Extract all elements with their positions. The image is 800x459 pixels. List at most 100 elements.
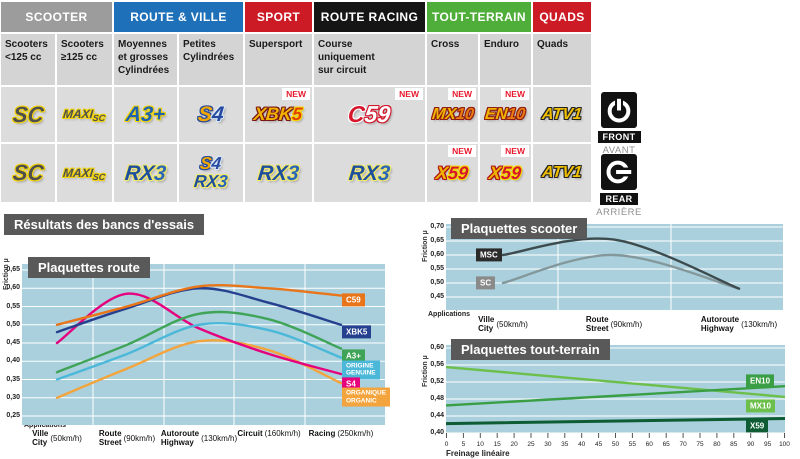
logo-rx3: RX3 [193, 171, 229, 191]
y-tick-label: 0,56 [430, 361, 444, 368]
legend-chip-X59: X59 [746, 418, 769, 433]
rear-brake-disc-icon [601, 154, 637, 190]
logo-mx10: MX10 [431, 106, 475, 123]
logo-rx3: RX3 [124, 161, 168, 185]
x-tick-label: 10 [476, 441, 484, 448]
logo-part: RX [256, 161, 289, 185]
series-line-SC [501, 253, 741, 290]
subheader-cell: Moyennes et grosses Cylindrées [114, 34, 177, 85]
x-tick-label: 30 [544, 441, 552, 448]
logo-group: ATV1 [541, 164, 583, 181]
logo-part: 5 [291, 104, 304, 124]
product-cell-front: SC [1, 87, 55, 142]
section-title: Résultats des bancs d'essais [4, 214, 205, 235]
x-axis-prefix: Applications [428, 311, 471, 318]
x-label-speed: (50km/h) [496, 319, 528, 329]
logo-atv1: ATV1 [541, 164, 583, 181]
legend-chip-label: MX10 [750, 401, 771, 411]
x-label-speed: (130km/h) [201, 433, 238, 443]
logo-maxisc: MAXISC [62, 165, 106, 182]
logo-part: MAXI [62, 107, 95, 121]
logo-part: 3 [377, 161, 392, 185]
x-label-main: Racing [308, 429, 336, 438]
series-line-ORGANIQUE / ORGANIC [55, 339, 343, 399]
legend-chip-MSC: MSC [476, 248, 502, 262]
logo-en10: EN10 [484, 105, 527, 123]
x-label-main: Autoroute [700, 315, 740, 324]
logo-part: EN [484, 105, 509, 123]
logo-group: X59 [435, 163, 469, 183]
logo-part: 59 [363, 101, 393, 127]
logo-group: EN10 [484, 105, 527, 123]
product-cell-front: S4 [179, 87, 243, 142]
chart-plaquettes-route: Friction µ Plaquettes route Applications… [0, 245, 400, 459]
y-tick-label: 0,35 [6, 375, 20, 383]
x-label-sub: City [478, 324, 494, 334]
logo-c59: C59 [347, 101, 393, 127]
product-cell-rear: RX3 [114, 144, 177, 202]
logo-group: MX10 [431, 106, 475, 123]
logo-rx3: RX3 [348, 161, 392, 185]
rear-brake-disc-glyph [606, 160, 633, 184]
logo-sc: SC [11, 160, 44, 185]
legend-chip-S4: S4 [342, 377, 360, 391]
logo-part: A3+ [124, 103, 167, 126]
legend-chip-label: S4 [346, 379, 356, 389]
product-cell-rear: SC [1, 144, 55, 202]
x-label-main: Circuit [237, 429, 263, 438]
y-tick-label: 0,44 [430, 412, 444, 419]
legend-chip-label: ORIGINE [346, 362, 374, 370]
y-tick-label: 0,45 [6, 339, 20, 346]
product-cell-rear: MAXISC [57, 144, 112, 202]
series-line-XBK5 [55, 287, 343, 334]
logo-part: 3 [153, 161, 168, 185]
x-label-sub: Street [98, 438, 122, 448]
legend-chip-label: GENUINE [346, 369, 376, 377]
logo-part: 10 [506, 105, 527, 123]
x-tick-label: 65 [662, 441, 670, 448]
chart-title: Plaquettes route [28, 257, 150, 278]
rear-axle-indicator: REAR ARRIÈRE [593, 154, 645, 218]
logo-part: 3 [286, 161, 301, 185]
x-tick-label: 50 [611, 441, 620, 448]
x-tick-label: 0 [444, 441, 449, 448]
logo-group: S4 [197, 103, 225, 126]
x-label-speed: (130km/h) [741, 319, 778, 329]
logo-part: MAXI [62, 165, 95, 180]
legend-chip-label: A3+ [346, 351, 361, 361]
rear-sublabel: ARRIÈRE [596, 207, 642, 218]
x-label-names: Autoroute Highway [701, 315, 739, 333]
logo-xbk5: XBK5 [253, 104, 304, 124]
x-label-speed: (250km/h) [337, 429, 374, 439]
x-tick-label: 75 [696, 441, 704, 448]
series-line-ORIGINE / GENUINE [55, 322, 343, 381]
x-tick-label: 80 [713, 441, 721, 448]
legend-chip-EN10: EN10 [746, 374, 775, 388]
x-label-main: Autoroute [160, 429, 200, 438]
logo-part: 4 [210, 153, 223, 173]
y-tick-label: 0,50 [430, 279, 444, 286]
logo-group: XBK5 [253, 104, 304, 124]
x-tick-label: 55 [628, 441, 636, 448]
legend-chip-SC: SC [476, 276, 496, 290]
x-axis-label: Circuit (160km/h) [237, 429, 300, 438]
category-header-scooter: SCOOTER [1, 2, 112, 32]
logo-a3plus: A3+ [124, 103, 167, 126]
logo-part: SC [92, 171, 106, 182]
legend-chip-label: XBK5 [346, 327, 368, 337]
subheader-cell: Scooters <125 cc [1, 34, 55, 85]
x-label-speed: (90km/h) [123, 433, 156, 443]
product-cell-rear: NEW X59 [480, 144, 531, 202]
logo-group: SC [11, 160, 44, 185]
product-cell-front: A3+ [114, 87, 177, 142]
y-tick-label: 0,45 [430, 293, 444, 300]
front-brake-disc-icon [601, 92, 637, 128]
category-header-sport: SPORT [245, 2, 312, 32]
front-sublabel: AVANT [602, 145, 636, 156]
category-header-route-racing: ROUTE RACING [314, 2, 425, 32]
x-axis-label: Autoroute Highway (130km/h) [701, 315, 777, 333]
x-tick-label: 100 [779, 441, 790, 448]
category-header-route-ville: ROUTE & VILLE [114, 2, 243, 32]
y-tick-label: 0,60 [6, 284, 20, 292]
